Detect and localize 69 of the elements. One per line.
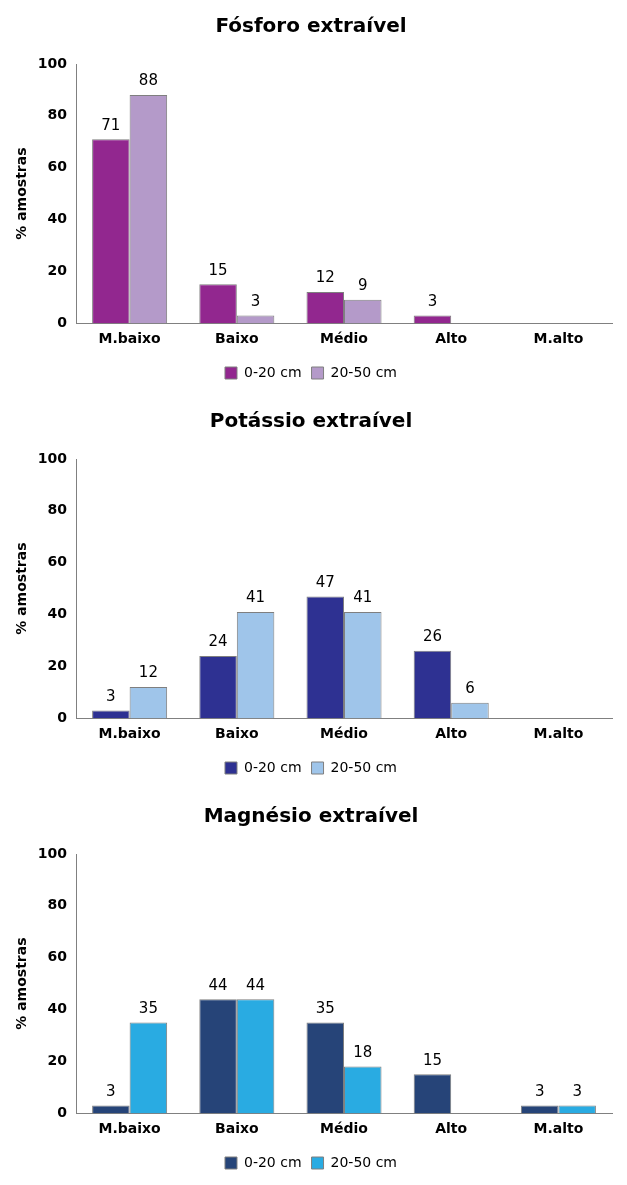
- chart-title: Magnésio extraível: [203, 803, 419, 828]
- legend-label: 20-50 cm: [330, 363, 398, 380]
- data-label: 3: [106, 1081, 116, 1100]
- y-tick-label: 20: [47, 1052, 68, 1068]
- y-tick-label: 80: [47, 106, 68, 123]
- data-label: 18: [353, 1042, 373, 1061]
- data-label: 71: [101, 115, 121, 134]
- y-tick-label: 60: [47, 948, 68, 965]
- data-label: 26: [422, 627, 442, 646]
- data-label: 35: [315, 998, 335, 1017]
- legend-label: 0-20 cm: [243, 363, 302, 380]
- legend-label: 0-20 cm: [243, 758, 302, 775]
- chart-title: Potássio extraível: [209, 408, 413, 433]
- y-tick-label: 100: [37, 844, 68, 861]
- y-tick-label: 20: [47, 657, 68, 673]
- x-tick-label: Alto: [435, 330, 468, 347]
- y-axis-title: % amostras: [13, 937, 30, 1030]
- y-tick-label: 80: [47, 501, 68, 518]
- y-tick-label: 60: [47, 158, 68, 175]
- y-tick-label: 40: [47, 605, 68, 622]
- y-tick-label: 0: [57, 1103, 68, 1120]
- y-tick-label: 80: [47, 896, 68, 913]
- data-label: 12: [315, 268, 335, 287]
- x-tick-label: M.alto: [533, 725, 584, 742]
- data-label: 15: [422, 1050, 442, 1069]
- chart-title: Fósforo extraível: [215, 13, 407, 38]
- x-tick-label: Alto: [435, 1120, 468, 1137]
- x-tick-label: M.alto: [533, 330, 584, 347]
- legend-label: 20-50 cm: [330, 1153, 398, 1170]
- data-label: 15: [208, 260, 228, 279]
- data-label: 44: [246, 975, 266, 994]
- y-axis-title: % amostras: [13, 147, 30, 240]
- y-tick-label: 100: [37, 449, 68, 466]
- x-tick-label: Médio: [320, 1120, 369, 1137]
- y-tick-label: 100: [37, 54, 68, 71]
- y-tick-label: 60: [47, 553, 68, 570]
- y-axis-title: % amostras: [13, 542, 30, 635]
- data-label: 35: [138, 998, 158, 1017]
- x-tick-label: M.baixo: [98, 1120, 162, 1137]
- legend-label: 20-50 cm: [330, 758, 398, 775]
- x-tick-label: Baixo: [215, 725, 259, 742]
- y-tick-label: 40: [47, 1000, 68, 1017]
- data-label: 3: [534, 1081, 545, 1100]
- data-label: 9: [358, 276, 368, 295]
- y-tick-label: 0: [57, 313, 68, 330]
- data-label: 47: [315, 572, 335, 591]
- x-tick-label: M.alto: [533, 1120, 584, 1137]
- data-label: 3: [250, 291, 261, 310]
- x-tick-label: Médio: [320, 725, 369, 742]
- x-tick-label: Alto: [435, 725, 468, 742]
- x-tick-label: Baixo: [215, 330, 259, 347]
- x-tick-label: Médio: [320, 330, 369, 347]
- data-label: 6: [465, 679, 475, 698]
- data-label: 44: [208, 975, 228, 994]
- data-label: 41: [246, 588, 266, 607]
- data-label: 3: [106, 686, 116, 705]
- data-label: 3: [572, 1081, 582, 1100]
- legend-label: 0-20 cm: [243, 1153, 302, 1170]
- x-tick-label: M.baixo: [98, 725, 162, 742]
- data-label: 3: [427, 291, 438, 310]
- x-tick-label: M.baixo: [98, 330, 162, 347]
- y-tick-label: 20: [47, 262, 68, 278]
- y-tick-label: 40: [47, 210, 68, 227]
- data-label: 24: [208, 632, 228, 651]
- data-label: 12: [138, 663, 158, 682]
- y-tick-label: 0: [57, 708, 68, 725]
- data-label: 41: [353, 588, 373, 607]
- x-tick-label: Baixo: [215, 1120, 259, 1137]
- data-label: 88: [138, 71, 158, 90]
